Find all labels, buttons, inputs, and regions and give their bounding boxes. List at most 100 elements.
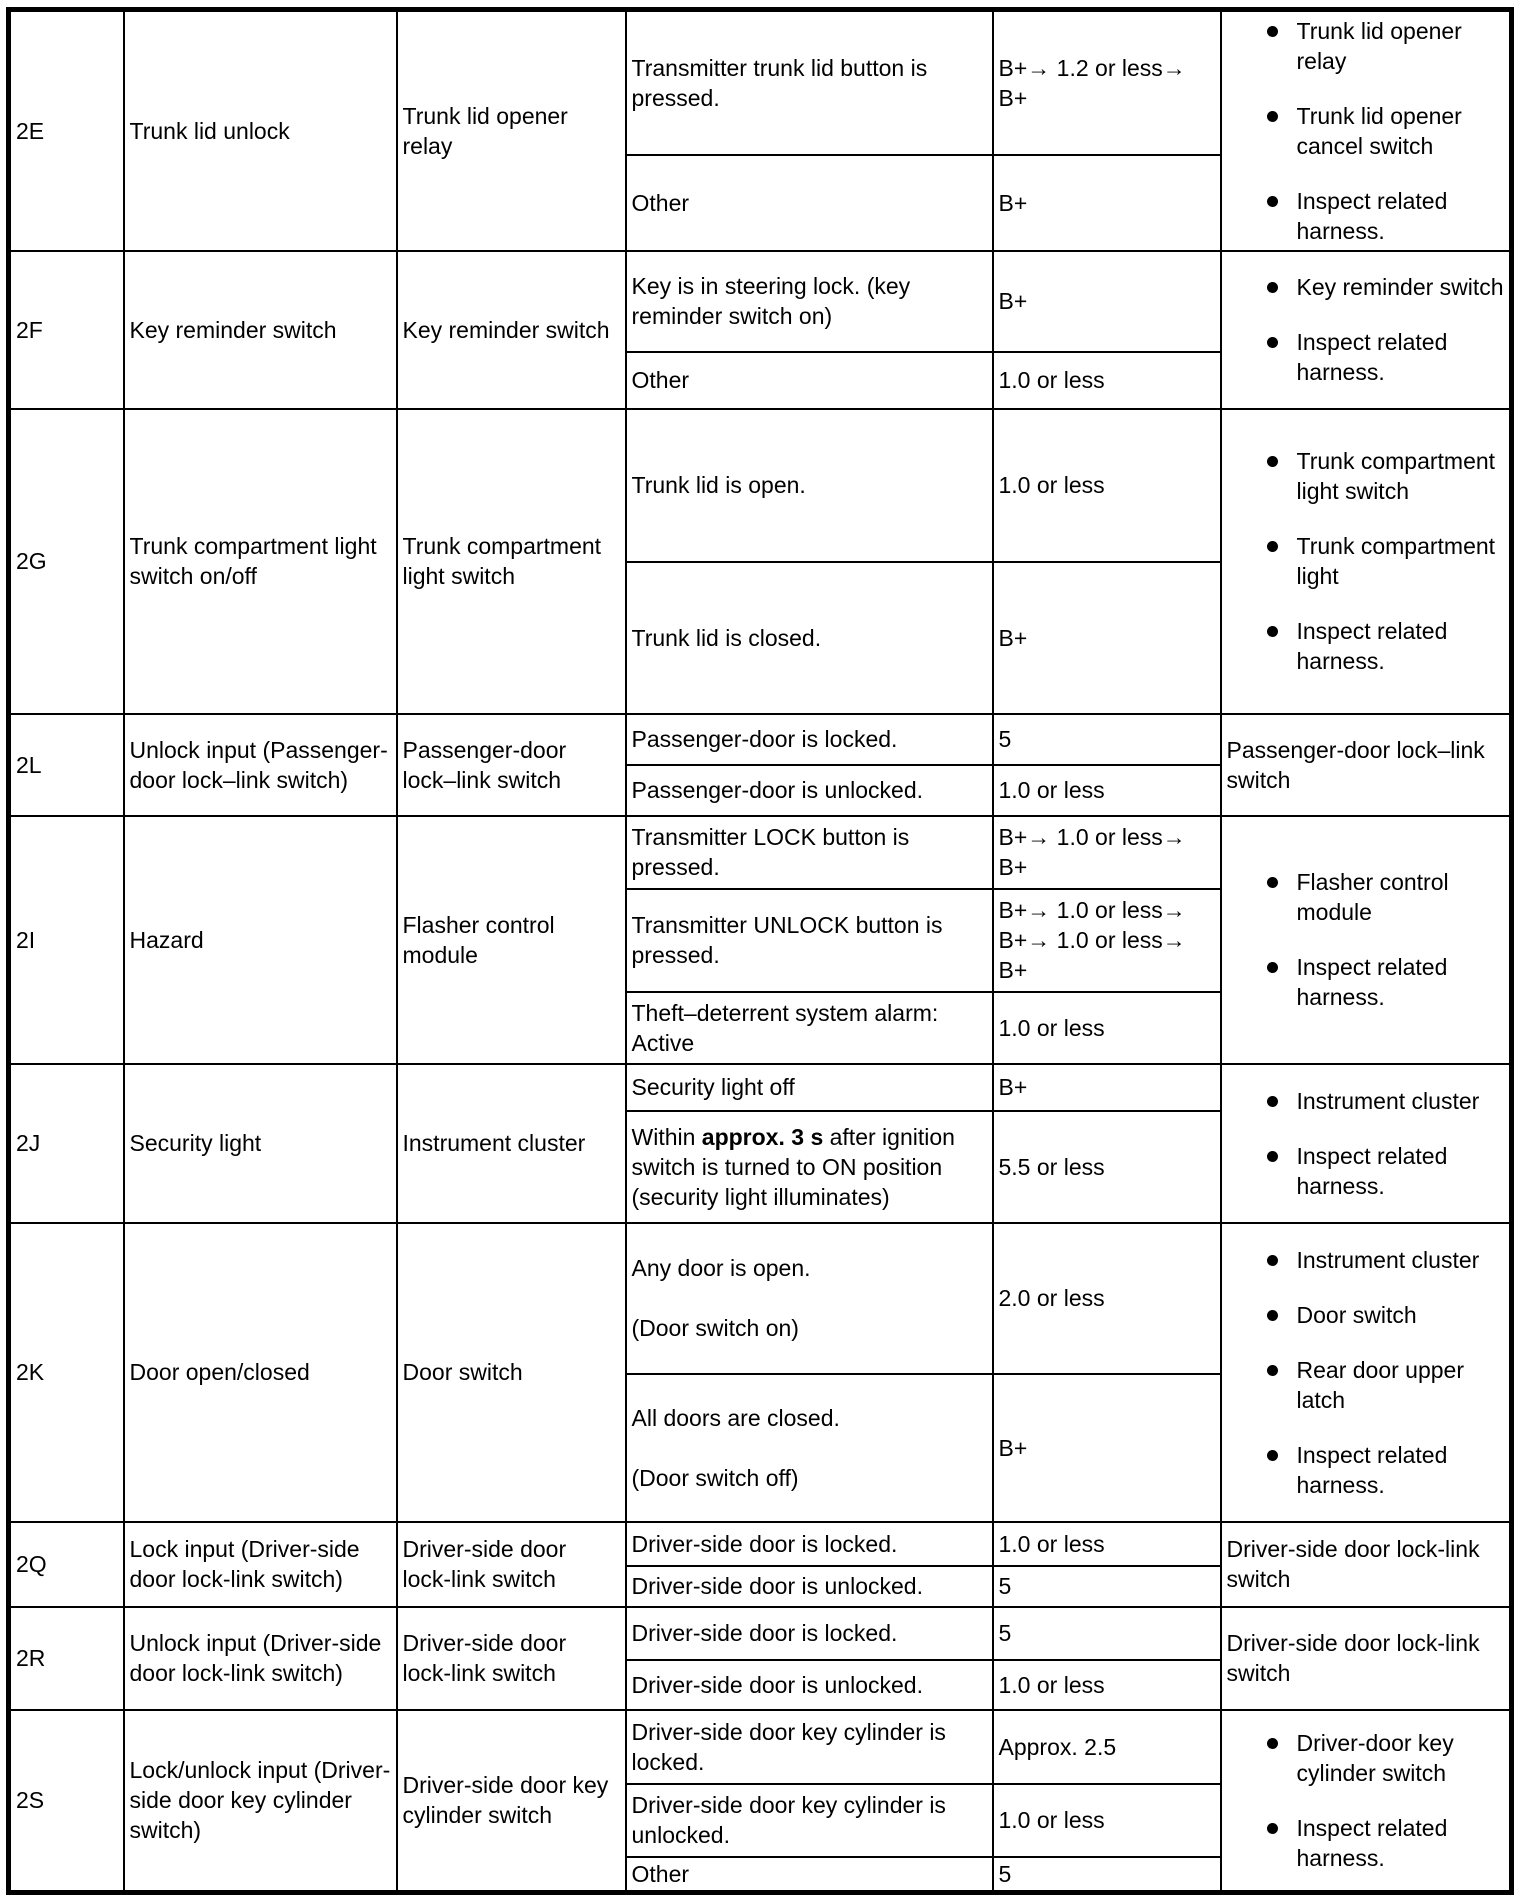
function-cell: Unlock input (Driver-side door lock-link…: [122, 1605, 398, 1711]
table-row: 2S Lock/unlock input (Driver-side door ke…: [7, 1708, 1513, 1894]
remedy-item: Instrument cluster: [1266, 1245, 1505, 1275]
component-cell: Driver-side door key cylinder switch: [395, 1708, 627, 1894]
condition-cell: Other: [624, 350, 994, 410]
table-row: Other B+: [9, 153, 1512, 252]
condition-cell: Any door is open. (Door switch on): [624, 1221, 994, 1375]
voltage-cell: B+: [991, 249, 1222, 353]
condition-cell: Driver-side door is locked.: [624, 1605, 994, 1661]
condition-text-part: Within: [631, 1123, 702, 1150]
voltage-cell: B+: [991, 153, 1222, 252]
remedy-cell: Passenger-door lock–link switch: [1219, 712, 1513, 817]
voltage-cell: 1.0 or less: [991, 1782, 1222, 1858]
function-cell: Lock input (Driver-side door lock-link s…: [122, 1520, 398, 1608]
remedy-list: Flasher control module Inspect related ha…: [1227, 867, 1505, 1012]
remedy-item: Inspect related harness.: [1266, 1141, 1505, 1201]
condition-cell: Driver-side door key cylinder is locked.: [624, 1708, 994, 1785]
remedy-item: Door switch: [1266, 1300, 1505, 1330]
table-row: All doors are closed. (Door switch off) B…: [9, 1372, 1512, 1523]
terminal-cell: 2G: [7, 407, 125, 715]
remedy-list: Trunk lid opener relay Trunk lid opener c…: [1227, 16, 1505, 246]
condition-cell: Passenger-door is unlocked.: [624, 763, 994, 817]
table-row: 2Q Lock input (Driver-side door lock-link…: [7, 1520, 1513, 1608]
component-cell: Driver-side door lock-link switch: [395, 1520, 627, 1608]
remedy-list: Instrument cluster Door switch Rear door u…: [1227, 1245, 1505, 1500]
component-cell: Passenger-door lock–link switch: [395, 712, 627, 817]
table-row: 2I Hazard Flasher control module Transmitte…: [7, 814, 1513, 1065]
condition-cell: Other: [624, 153, 994, 252]
terminal-cell: 2I: [7, 814, 125, 1065]
table-row: 2K Door open/closed Door switch Any door is…: [7, 1221, 1513, 1523]
function-cell: Lock/unlock input (Driver-side door key …: [122, 1708, 398, 1894]
function-cell: Trunk lid unlock: [122, 8, 398, 252]
component-cell: Trunk lid opener relay: [395, 8, 627, 252]
condition-cell: Driver-side door is locked.: [624, 1520, 994, 1567]
table-row: Driver-side door key cylinder is unlocke…: [9, 1782, 1512, 1858]
remedy-item: Flasher control module: [1266, 867, 1505, 927]
remedy-item: Inspect related harness.: [1266, 327, 1505, 387]
table-row: Within approx. 3 s after ignition switch…: [9, 1109, 1512, 1224]
component-cell: Key reminder switch: [395, 249, 627, 410]
table-row: Passenger-door is unlocked. 1.0 or less: [9, 763, 1512, 817]
condition-cell: Transmitter LOCK button is pressed.: [624, 814, 994, 890]
voltage-cell: 1.0 or less: [991, 350, 1222, 410]
terminal-cell: 2L: [7, 712, 125, 817]
table-row: Theft–deterrent system alarm: Active 1.0 …: [9, 990, 1512, 1065]
condition-text-part: after ignition switch is turned to ON po…: [631, 1123, 955, 1210]
condition-cell: Within approx. 3 s after ignition switch…: [624, 1109, 994, 1224]
table-row: Other 5: [9, 1855, 1512, 1894]
remedy-item: Key reminder switch: [1266, 274, 1504, 300]
table-row: 2G Trunk compartment light switch on/off T…: [7, 407, 1513, 715]
condition-text-part: approx. 3 s: [701, 1123, 824, 1150]
function-cell: Trunk compartment light switch on/off: [122, 407, 398, 715]
remedy-text: Driver-side door lock-link switch: [1226, 1536, 1480, 1592]
voltage-cell: 1.0 or less: [991, 990, 1222, 1065]
terminal-cell: 2J: [7, 1062, 125, 1224]
remedy-item: Inspect related harness.: [1266, 952, 1505, 1012]
remedy-list: Trunk compartment light switch Trunk comp…: [1227, 446, 1505, 676]
remedy-item: Inspect related harness.: [1266, 186, 1505, 246]
remedy-cell: Trunk compartment light switch Trunk comp…: [1219, 407, 1513, 715]
remedy-list: Instrument cluster Inspect related harnes…: [1227, 1086, 1505, 1201]
table-row: Driver-side door is unlocked. 1.0 or less: [9, 1658, 1512, 1711]
remedy-list: Key reminder switch Inspect related harne…: [1227, 272, 1505, 387]
voltage-cell: 5: [991, 1605, 1222, 1661]
voltage-cell: 1.0 or less: [991, 1658, 1222, 1711]
remedy-cell: Instrument cluster Door switch Rear door u…: [1219, 1221, 1513, 1523]
table-row: Driver-side door is unlocked. 5: [9, 1564, 1512, 1608]
condition-cell: Passenger-door is locked.: [624, 712, 994, 766]
voltage-cell: Approx. 2.5: [991, 1708, 1222, 1785]
remedy-cell: Driver-door key cylinder switch Inspect r…: [1219, 1708, 1513, 1894]
remedy-item: Trunk lid opener relay: [1266, 16, 1505, 76]
remedy-text: Passenger-door lock–link switch: [1226, 736, 1485, 793]
terminal-cell: 2S: [7, 1708, 125, 1894]
remedy-cell: Driver-side door lock-link switch: [1219, 1520, 1513, 1608]
terminal-inspection-table: 2E Trunk lid unlock Trunk lid opener relay…: [6, 7, 1514, 1895]
component-cell: Flasher control module: [395, 814, 627, 1065]
table-row: 2E Trunk lid unlock Trunk lid opener relay…: [7, 8, 1513, 252]
table-row: Trunk lid is closed. B+: [9, 560, 1512, 715]
condition-cell: Driver-side door is unlocked.: [624, 1564, 994, 1608]
table-row: 2F Key reminder switch Key reminder switch…: [7, 249, 1513, 410]
voltage-cell: B+: [991, 1372, 1222, 1523]
remedy-cell: Key reminder switch Inspect related harne…: [1219, 249, 1513, 410]
condition-cell: Trunk lid is closed.: [624, 560, 994, 715]
voltage-cell: 5: [991, 1564, 1222, 1608]
remedy-item: Trunk lid opener cancel switch: [1266, 101, 1505, 161]
function-cell: Key reminder switch: [122, 249, 398, 410]
remedy-item: Trunk compartment light: [1266, 531, 1505, 591]
table-row: 2L Unlock input (Passenger-door lock–link…: [7, 712, 1513, 817]
remedy-text: Driver-side door lock-link switch: [1226, 1630, 1480, 1686]
table-row: Other 1.0 or less: [9, 350, 1512, 410]
condition-cell: Trunk lid is open.: [624, 407, 994, 563]
remedy-item: Inspect related harness.: [1266, 1813, 1505, 1873]
voltage-cell: B+: [991, 560, 1222, 715]
voltage-cell: 1.0 or less: [991, 1520, 1222, 1567]
condition-cell: Transmitter trunk lid button is pressed.: [624, 8, 994, 156]
voltage-cell: 1.0 or less: [991, 407, 1222, 563]
remedy-cell: Trunk lid opener relay Trunk lid opener c…: [1219, 8, 1513, 252]
voltage-cell: B+: [991, 1062, 1222, 1112]
function-cell: Security light: [122, 1062, 398, 1224]
remedy-cell: Driver-side door lock-link switch: [1219, 1605, 1513, 1711]
terminal-cell: 2R: [7, 1605, 125, 1711]
terminal-cell: 2K: [7, 1221, 125, 1523]
